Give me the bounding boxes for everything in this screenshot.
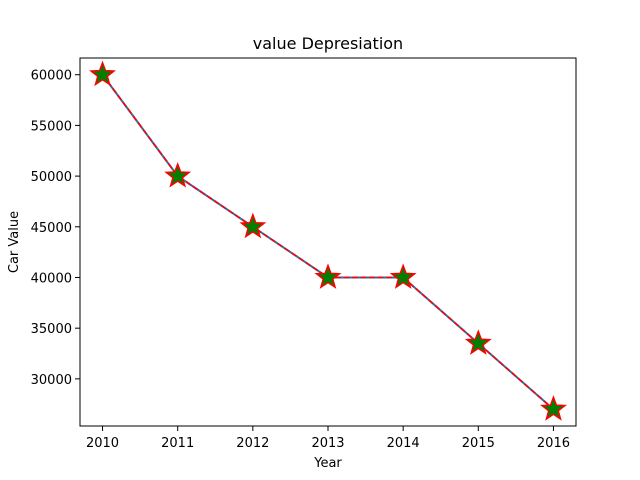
- x-axis-ticks: 2010 2011 2012 2013 2014 2015 2016: [86, 426, 570, 451]
- x-tick-label: 2010: [86, 436, 119, 451]
- x-tick-label: 2014: [387, 436, 420, 451]
- y-tick-label: 30000: [31, 373, 72, 388]
- y-tick-label: 35000: [31, 322, 72, 337]
- data-point-marker: [464, 329, 492, 355]
- data-point-marker: [89, 60, 116, 87]
- y-tick-label: 60000: [31, 69, 72, 84]
- y-tick-label: 45000: [31, 221, 72, 236]
- y-axis-title: Car Value: [7, 211, 22, 273]
- x-tick-label: 2013: [311, 436, 344, 451]
- series-layer: [89, 60, 567, 421]
- x-tick-label: 2016: [537, 436, 570, 451]
- x-tick-label: 2015: [462, 436, 495, 451]
- data-point-marker: [314, 263, 342, 289]
- chart-title: value Depresiation: [253, 34, 403, 53]
- y-axis-ticks: 30000 35000 40000 45000 50000 55000 60000: [31, 69, 80, 388]
- data-point-marker: [389, 263, 417, 289]
- data-point-marker: [540, 395, 567, 421]
- y-tick-label: 55000: [31, 119, 72, 134]
- y-tick-label: 40000: [31, 271, 72, 286]
- data-point-marker: [164, 161, 192, 188]
- x-axis-title: Year: [313, 456, 342, 471]
- x-tick-label: 2011: [161, 436, 194, 451]
- y-tick-label: 50000: [31, 170, 72, 185]
- x-tick-label: 2012: [236, 436, 269, 451]
- data-point-marker: [239, 212, 267, 239]
